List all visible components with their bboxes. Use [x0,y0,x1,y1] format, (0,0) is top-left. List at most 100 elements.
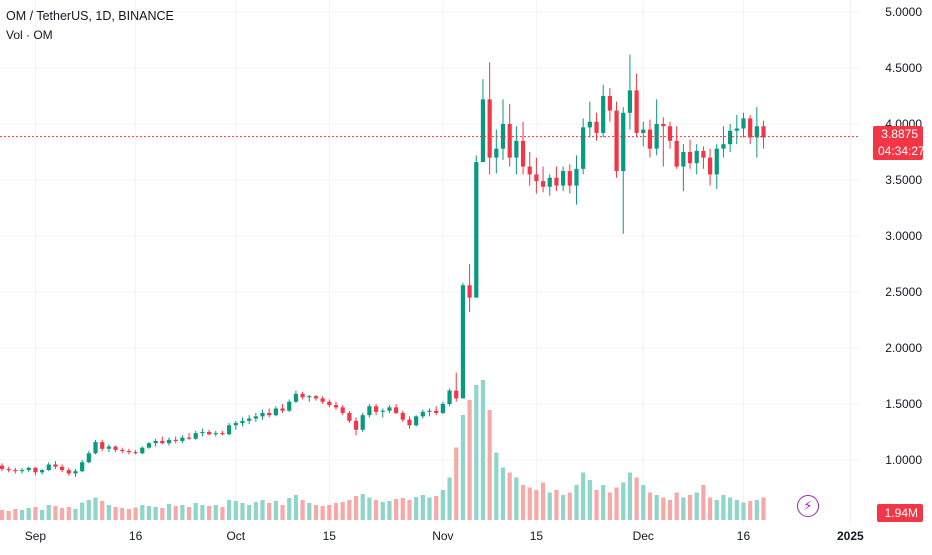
volume-bar [280,505,285,520]
grid [0,0,860,525]
candle-body [454,390,459,399]
candle-body [260,412,265,417]
volume-bar [46,505,51,520]
volume-indicator-label: Vol · OM [6,28,53,42]
candle-body [233,423,238,426]
candle-body [621,112,626,172]
volume-bar [160,508,165,520]
candle-body [694,150,699,164]
candle-body [507,124,512,158]
volume-bar [761,497,766,520]
candle-body [647,129,653,149]
candle-body [394,407,399,413]
volume-bar [407,500,412,520]
candle-body [380,410,385,412]
volume-bar [514,477,519,520]
candle-body [313,396,319,399]
candle-body [327,401,332,406]
volume-bar [460,415,466,520]
candle-body [100,442,105,449]
candle-body [474,162,479,298]
volume-bar [674,492,679,520]
candle-body [66,470,71,474]
candle-body [267,412,272,416]
candle-body [520,140,526,167]
y-tick-label: 5.0000 [885,5,922,19]
volume-bar [540,482,546,520]
x-tick-label: 15 [323,529,337,543]
volume-bar [561,495,566,520]
volume-bar [360,494,365,520]
volume-bar [681,497,686,520]
volume-bar [6,511,11,520]
candle-body [634,90,639,133]
candle-body [500,124,506,149]
candle-body [721,144,726,149]
candle-body [534,174,539,182]
candle-body [146,443,152,448]
y-tick-label: 2.5000 [885,285,922,299]
volume-bar [527,487,532,520]
candle-body [287,401,292,411]
candle-body [86,453,91,463]
volume-bar [434,496,439,520]
volume-bar [654,495,659,520]
volume-bar [454,447,459,520]
volume-bar [520,485,526,520]
candle-body [347,412,352,421]
candle-body [353,420,359,430]
candle-body [73,471,78,474]
volume-bar [340,502,345,520]
volume-bar [741,502,746,520]
volume-bar [13,509,18,520]
volume-bar [353,496,359,520]
candle-body [373,406,379,412]
volume-bar [714,500,719,520]
candle-body [567,171,572,186]
volume-bar [487,410,492,520]
y-axis: 5.00004.50004.00003.50003.00002.50002.00… [885,5,922,467]
volume-bar [100,501,105,520]
volume-bar [287,498,292,520]
volume-bar [146,506,152,520]
candle-body [360,415,365,430]
volume-bar [614,487,619,520]
candle-body [220,433,225,435]
volume-bar [554,490,559,520]
volume-bar [267,503,272,520]
candle-body [120,449,125,452]
candle-body [467,285,472,298]
volume-bar [247,505,252,520]
candle-body [547,177,552,187]
candle-body [714,148,719,175]
volume-bar [200,505,205,520]
candle-body [320,398,325,402]
candle-body [707,157,713,175]
candle-body [561,171,566,186]
volume-bar [621,482,626,520]
candle-body [53,464,58,467]
candle-body [240,420,245,424]
bar-countdown: 04:34:27 [878,144,925,158]
volume-bar [227,500,232,520]
candle-body [460,285,466,399]
volume-bar [120,508,125,520]
symbol-title: OM / TetherUS, 1D, BINANCE [6,9,174,23]
candle-body [186,437,192,439]
volume-bar [186,507,192,520]
candles [0,54,766,477]
volume-bar [594,490,599,520]
lightning-icon[interactable]: ⚡ [797,495,819,517]
candle-body [133,452,138,454]
volume-bar [627,472,633,520]
volume-bar [440,490,445,520]
candle-body [540,181,546,187]
candle-body [106,446,111,449]
candle-body [247,418,252,421]
candle-body [514,140,519,158]
volume-bar [133,507,138,520]
volume-bar [153,507,158,520]
candle-body [447,390,452,404]
